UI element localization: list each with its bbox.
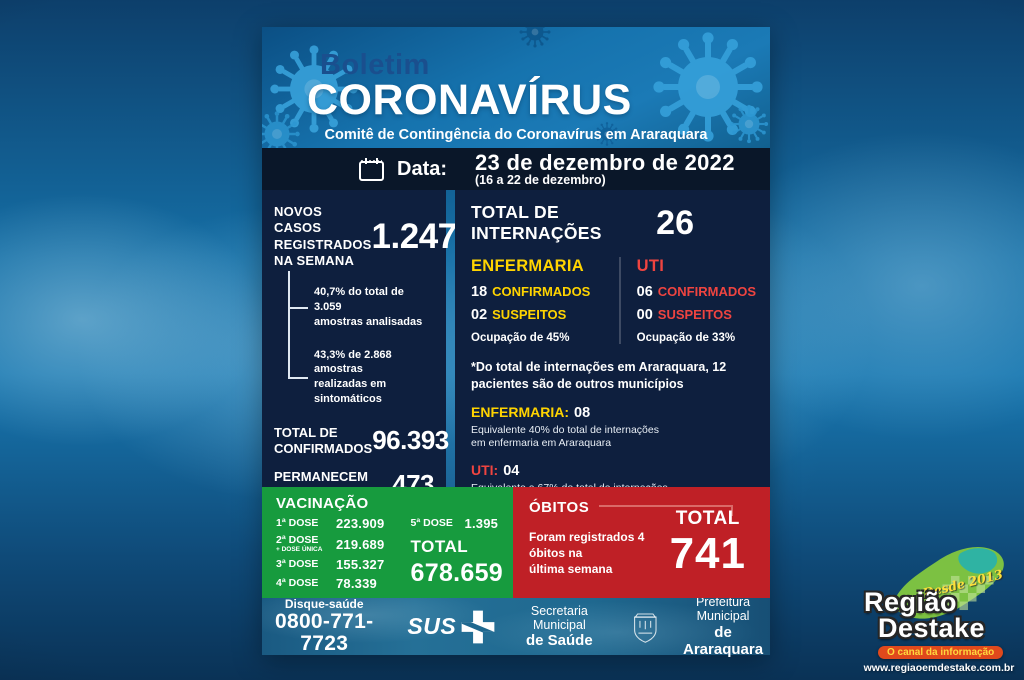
ward-uti-name: UTI	[636, 257, 665, 275]
column-gap	[446, 190, 455, 487]
uti-confirmed-value: 06	[636, 284, 653, 300]
watermark-name: Região Destake	[864, 587, 986, 643]
prefecture: Prefeitura Municipal de Araraquara	[676, 595, 770, 658]
prefecture-line2: de Araraquara	[683, 623, 764, 658]
dose-row-4: 4ª DOSE 78.339	[276, 576, 403, 591]
uti-confirmed-label: CONFIRMADOS	[657, 284, 756, 299]
deaths-total-label: TOTAL	[675, 508, 740, 529]
dose-2-label: 2ª DOSE	[276, 534, 319, 546]
poster-footer: Disque-saúde 0800-771-7723 SUS Secretari…	[262, 595, 770, 658]
sus-cross-icon	[461, 610, 495, 643]
virus-icon	[518, 27, 552, 49]
sus-label: SUS	[407, 613, 457, 639]
ward-enfermaria: ENFERMARIA 18 CONFIRMADOS 02 SUSPEITOS Ocu…	[471, 257, 619, 344]
hotline-number: 0800-771-7723	[274, 609, 374, 655]
hotline-label: Disque-saúde	[284, 597, 364, 612]
secretariat-line1: Secretaria Municipal	[530, 603, 588, 632]
enfermaria-suspected-label: SUSPEITOS	[492, 307, 567, 322]
dose-2-sublabel: + DOSE ÚNICA	[276, 545, 323, 553]
dose-4-value: 78.339	[336, 576, 377, 591]
new-cases-value: 1.247	[371, 216, 458, 256]
dose-5-label: 5ª DOSE	[410, 517, 453, 530]
uti-suspected-label: SUSPEITOS	[657, 307, 732, 322]
bottom-row: VACINAÇÃO 1ª DOSE 223.909 2ª DOSE + DOSE …	[262, 487, 770, 598]
stats-columns: NOVOS CASOS REGISTRADOS NA SEMANA 1.247 …	[262, 190, 770, 544]
hospitalizations-panel: TOTAL DE INTERNAÇÕES 26 ENFERMARIA 18 CON…	[455, 190, 770, 508]
watermark-tagline: O canal da informação	[878, 646, 1004, 659]
ward-enfermaria-name: ENFERMARIA	[471, 257, 584, 275]
dose-row-5: 5ª DOSE 1.395	[411, 516, 503, 531]
oc-enfermaria-value: 08	[574, 404, 591, 421]
date-range: (16 a 22 de dezembro)	[475, 172, 606, 187]
vaccination-total-label: TOTAL	[410, 537, 469, 556]
dose-5-value: 1.395	[464, 516, 499, 531]
oc-uti-value: 04	[503, 463, 520, 480]
deaths-note: Foram registrados 4 óbitos na última sem…	[529, 530, 645, 577]
secretariat-line2: de Saúde	[526, 632, 593, 650]
total-confirmed-value: 96.393	[372, 425, 449, 455]
total-confirmed-label: TOTAL DE CONFIRMADOS	[274, 424, 373, 456]
calendar-icon	[359, 157, 384, 181]
deaths-box: ÓBITOS Foram registrados 4 óbitos na últ…	[513, 487, 770, 598]
deaths-total-value: 741	[669, 529, 746, 578]
dose-4-label: 4ª DOSE	[276, 577, 319, 590]
municipal-crest-icon	[634, 612, 658, 643]
new-cases-label: NOVOS CASOS REGISTRADOS NA SEMANA	[274, 204, 372, 268]
vaccination-total-value: 678.659	[410, 559, 503, 587]
date-value: 23 de dezembro de 2022	[475, 149, 735, 175]
regiao-destake-watermark: Desde 2013 Região Destake O canal da info…	[858, 540, 1020, 676]
enfermaria-occupancy: Ocupação de 45%	[471, 332, 570, 344]
other-municipalities-note: *Do total de internações em Araraquara, …	[471, 360, 727, 391]
date-label: Data:	[397, 157, 448, 180]
sao-paulo-map-icon	[893, 546, 1004, 619]
health-secretariat: Secretaria Municipal de Saúde	[511, 604, 607, 650]
deaths-connector-line	[599, 505, 733, 516]
dose-row-3: 3ª DOSE 155.327	[276, 557, 403, 572]
watermark-url: www.regiaoemdestake.com.br	[863, 662, 1015, 674]
date-bar: Data: 23 de dezembro de 2022 (16 a 22 de…	[262, 148, 770, 190]
prefecture-line1: Prefeitura Municipal	[695, 594, 751, 624]
dose-1-label: 1ª DOSE	[276, 517, 319, 530]
weekly-cases-panel: NOVOS CASOS REGISTRADOS NA SEMANA 1.247 …	[262, 190, 457, 544]
bulletin-subtitle: Comitê de Contingência do Coronavírus em…	[324, 127, 708, 143]
bulletin-poster: Boletim CORONAVÍRUS Comitê de Contingênc…	[262, 27, 770, 658]
ward-uti: UTI 06 CONFIRMADOS 00 SUSPEITOS Ocupação d…	[618, 257, 756, 344]
uti-occupancy: Ocupação de 33%	[636, 332, 736, 344]
vaccination-box: VACINAÇÃO 1ª DOSE 223.909 2ª DOSE + DOSE …	[262, 487, 513, 598]
oc-enfermaria-label: ENFERMARIA:	[471, 403, 569, 420]
dose-2-value: 219.689	[336, 536, 385, 552]
dose-row-2: 2ª DOSE + DOSE ÚNICA 219.689	[276, 535, 403, 553]
dose-3-value: 155.327	[336, 557, 385, 572]
watermark-name-line1: Região	[864, 587, 958, 617]
bulletin-pretitle: Boletim	[320, 49, 430, 81]
total-confirmed-row: TOTAL DE CONFIRMADOS 96.393	[274, 424, 449, 456]
sus-logo: SUS	[407, 609, 496, 645]
dose-3-label: 3ª DOSE	[276, 558, 319, 571]
watermark-name-line2: Destake	[878, 612, 986, 643]
oc-enfermaria-note: Equivalente 40% do total de internações …	[471, 423, 659, 450]
vaccination-title: VACINAÇÃO	[276, 495, 369, 512]
bulletin-title: CORONAVÍRUS	[307, 76, 632, 124]
uti-suspected-value: 00	[636, 307, 653, 323]
enfermaria-confirmed-value: 18	[471, 284, 488, 300]
deaths-title: ÓBITOS	[529, 499, 590, 516]
health-hotline: Disque-saúde 0800-771-7723	[262, 598, 386, 655]
dose-1-value: 223.909	[336, 516, 385, 531]
poster-header: Boletim CORONAVÍRUS Comitê de Contingênc…	[262, 27, 770, 148]
other-municipalities-enfermaria: ENFERMARIA: 08 Equivalente 40% do total d…	[471, 404, 756, 451]
hospitalizations-label: TOTAL DE INTERNAÇÕES	[471, 202, 602, 243]
enfermaria-confirmed-label: CONFIRMADOS	[492, 284, 591, 299]
hospitalizations-value: 26	[656, 203, 694, 242]
dose-row-1: 1ª DOSE 223.909	[276, 516, 403, 531]
new-cases-note: 40,7% do total de 3.059 amostras analisa…	[288, 285, 434, 330]
new-cases-note: 43,3% de 2.868 amostras realizadas em si…	[288, 348, 434, 407]
deaths-total: TOTAL 741	[670, 508, 746, 576]
enfermaria-suspected-value: 02	[471, 307, 488, 323]
oc-uti-label: UTI:	[471, 462, 499, 479]
new-cases-notes: 40,7% do total de 3.059 amostras analisa…	[288, 271, 434, 407]
